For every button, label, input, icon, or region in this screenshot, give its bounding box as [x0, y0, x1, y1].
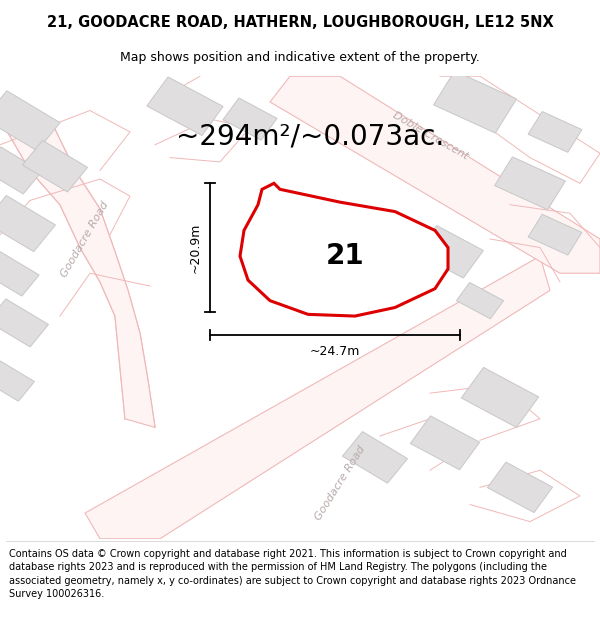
Polygon shape	[0, 299, 49, 347]
Polygon shape	[85, 256, 550, 539]
Polygon shape	[343, 432, 407, 483]
Text: Goodacre Road: Goodacre Road	[59, 199, 111, 279]
Text: Doble Crescent: Doble Crescent	[391, 111, 469, 162]
Polygon shape	[494, 157, 565, 210]
Polygon shape	[528, 214, 582, 255]
Polygon shape	[0, 119, 155, 428]
Polygon shape	[416, 226, 484, 278]
Polygon shape	[457, 282, 503, 319]
Text: Map shows position and indicative extent of the property.: Map shows position and indicative extent…	[120, 51, 480, 64]
Polygon shape	[487, 462, 553, 512]
Polygon shape	[0, 147, 41, 194]
Text: 21, GOODACRE ROAD, HATHERN, LOUGHBOROUGH, LE12 5NX: 21, GOODACRE ROAD, HATHERN, LOUGHBOROUGH…	[47, 16, 553, 31]
Polygon shape	[276, 222, 384, 307]
Polygon shape	[0, 91, 60, 151]
Polygon shape	[0, 196, 55, 252]
Polygon shape	[240, 183, 448, 316]
Polygon shape	[0, 251, 39, 296]
Text: ~24.7m: ~24.7m	[310, 345, 360, 358]
Polygon shape	[270, 76, 600, 273]
Polygon shape	[223, 98, 277, 140]
Text: 21: 21	[326, 242, 364, 270]
Polygon shape	[528, 111, 582, 152]
Polygon shape	[434, 71, 517, 133]
Text: ~20.9m: ~20.9m	[189, 222, 202, 272]
Polygon shape	[22, 141, 88, 192]
Text: Goodacre Road: Goodacre Road	[313, 444, 367, 522]
Polygon shape	[410, 416, 479, 470]
Polygon shape	[461, 368, 539, 428]
Polygon shape	[0, 359, 34, 401]
Text: Contains OS data © Crown copyright and database right 2021. This information is : Contains OS data © Crown copyright and d…	[9, 549, 576, 599]
Polygon shape	[147, 77, 223, 136]
Text: ~294m²/~0.073ac.: ~294m²/~0.073ac.	[176, 122, 444, 150]
